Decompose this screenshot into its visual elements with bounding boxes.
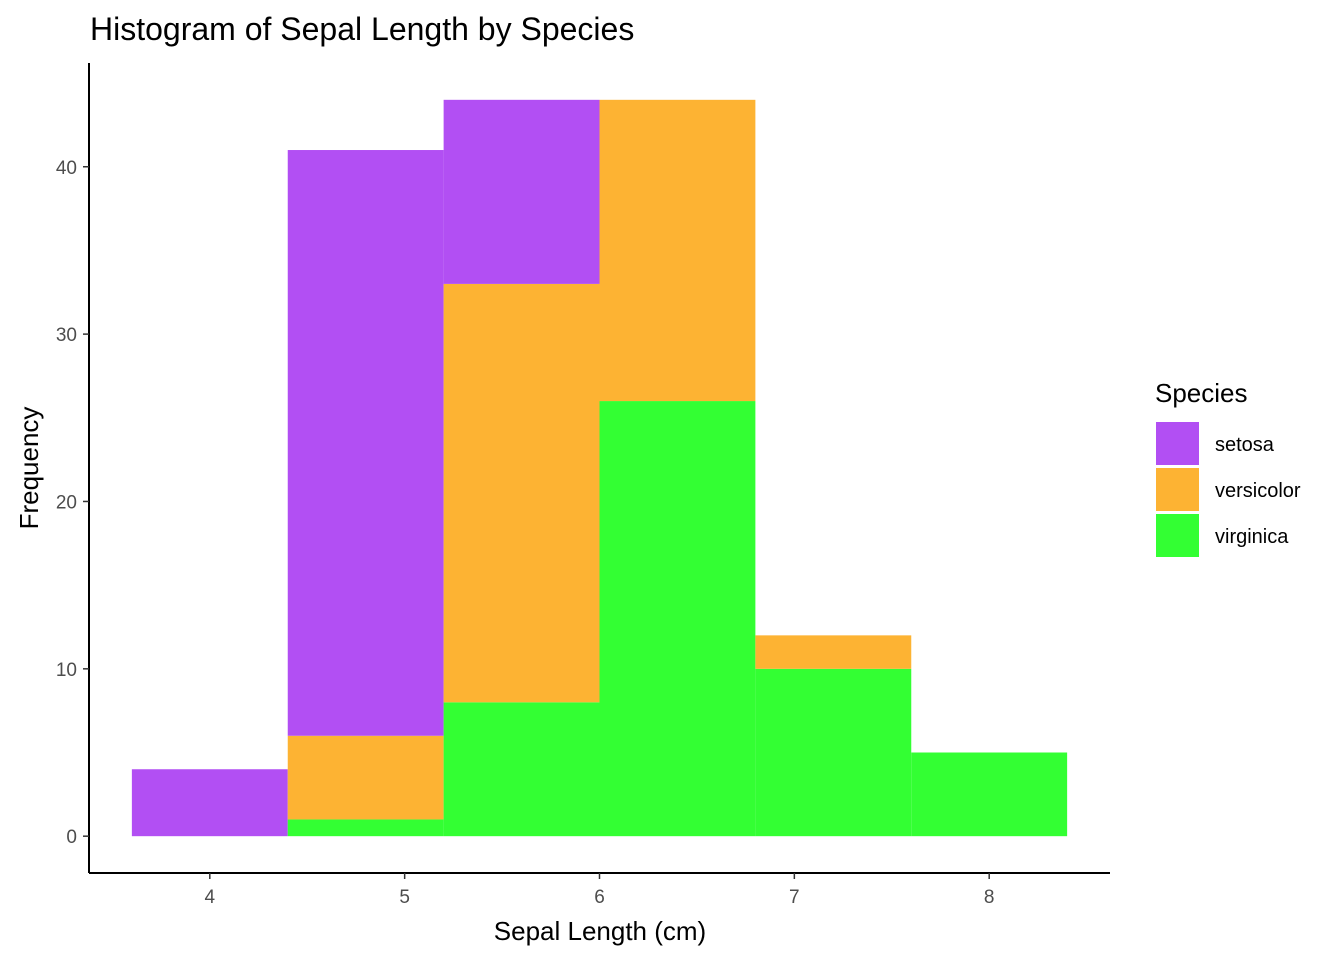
y-tick-label: 20: [56, 492, 77, 513]
legend-label-setosa: setosa: [1215, 434, 1275, 456]
x-axis-title: Sepal Length (cm): [494, 916, 706, 946]
bar-setosa-bin-3: [443, 99, 600, 284]
legend-label-versicolor: versicolor: [1215, 480, 1301, 502]
y-axis-title: Frequency: [14, 407, 44, 530]
y-axis-ticks: 0 10 20 30 40: [56, 158, 89, 848]
x-tick-label: 8: [984, 887, 995, 908]
bar-versicolor-bin-5: [755, 635, 912, 669]
y-tick-label: 10: [56, 660, 77, 681]
legend-label-virginica: virginica: [1215, 526, 1289, 548]
x-axis-ticks: 4 5 6 7 8: [205, 873, 995, 908]
bar-setosa-bin-1: [131, 769, 288, 837]
bar-virginica-bin-6: [911, 752, 1068, 837]
x-tick-label: 7: [789, 887, 800, 908]
legend-swatch-versicolor: [1156, 468, 1199, 511]
x-tick-label: 4: [205, 887, 216, 908]
legend-title: Species: [1155, 378, 1248, 408]
y-tick-label: 30: [56, 325, 77, 346]
bar-virginica-bin-2: [287, 819, 444, 837]
y-tick-label: 40: [56, 158, 77, 179]
x-tick-label: 5: [399, 887, 410, 908]
legend-swatch-virginica: [1156, 514, 1199, 557]
bar-versicolor-bin-4: [599, 99, 756, 402]
x-tick-label: 6: [594, 887, 605, 908]
y-tick-label: 0: [66, 827, 77, 848]
legend-swatch-setosa: [1156, 422, 1199, 465]
legend: setosa versicolor virginica: [1156, 422, 1301, 557]
bar-virginica-bin-3: [443, 702, 600, 837]
bar-setosa-bin-2: [287, 150, 444, 736]
bar-virginica-bin-5: [755, 668, 912, 837]
bar-versicolor-bin-2: [287, 735, 444, 820]
bar-versicolor-bin-3: [443, 283, 600, 703]
chart-title: Histogram of Sepal Length by Species: [90, 11, 634, 47]
bar-virginica-bin-4: [599, 401, 756, 837]
bars-group: [131, 99, 1068, 837]
